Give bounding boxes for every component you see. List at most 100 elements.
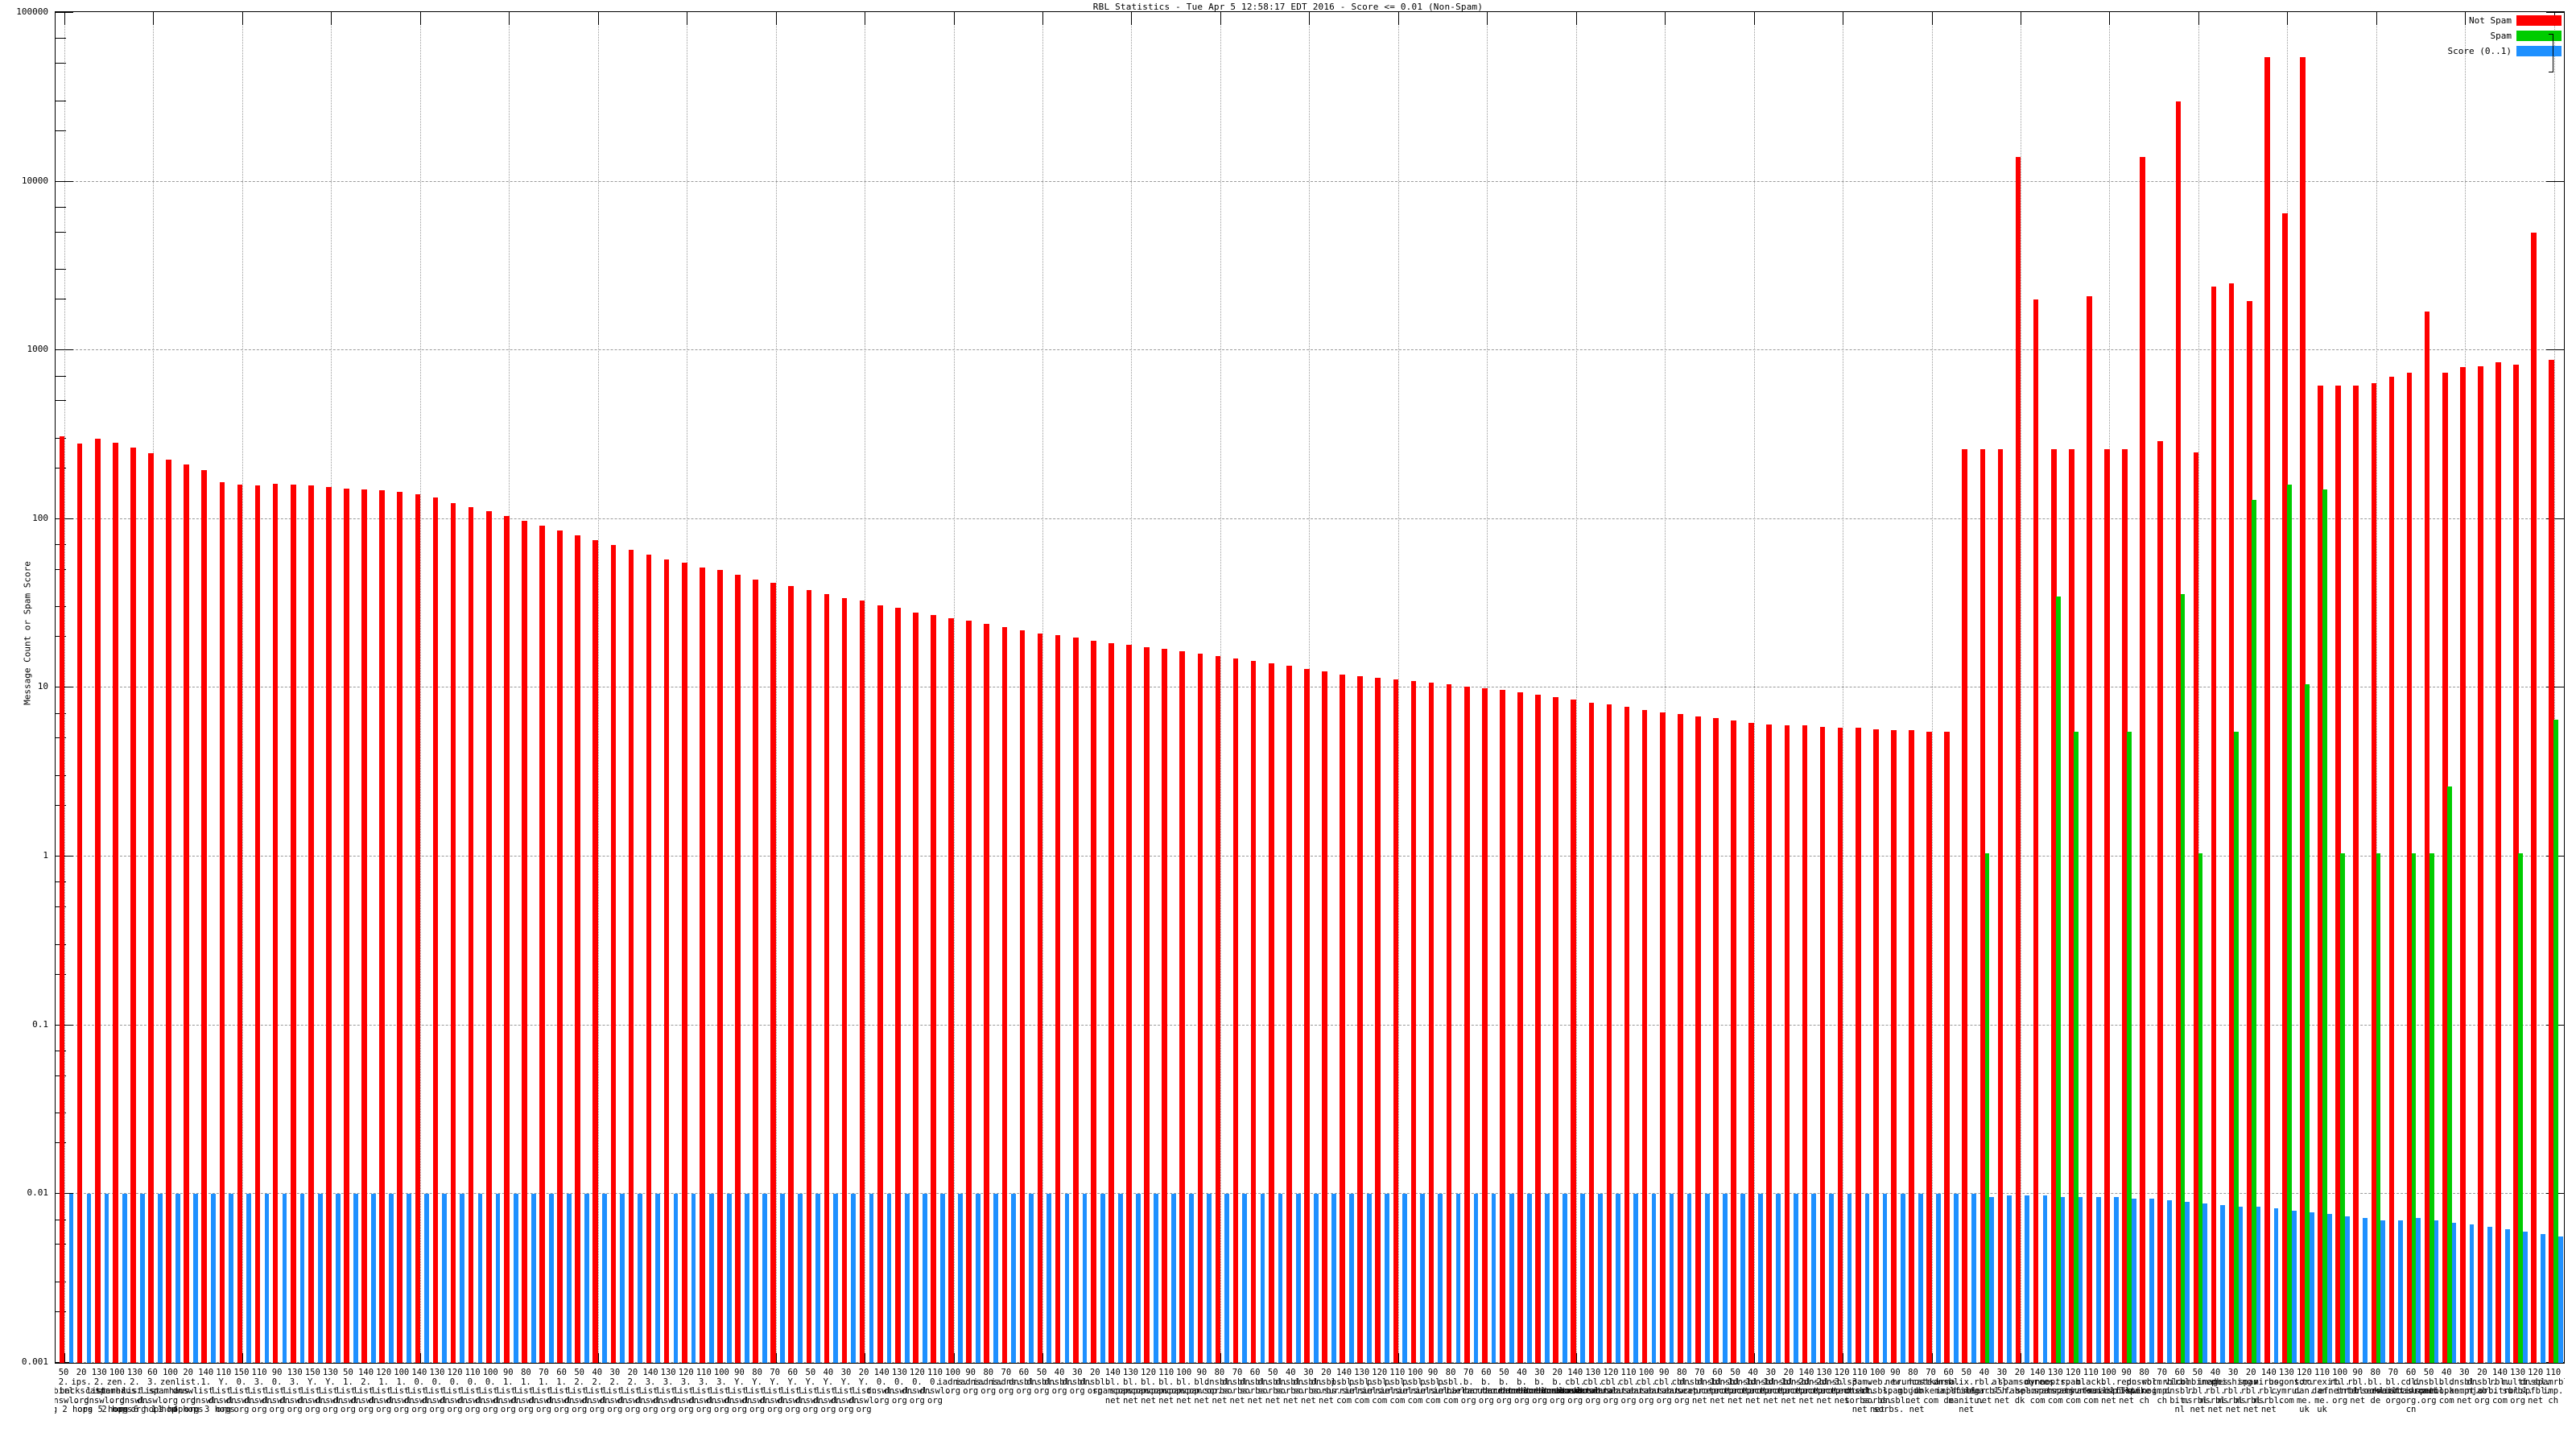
x-axis-tick-label: 110 0. list. dnswl. org (457, 1368, 489, 1414)
bar-not-spam (628, 549, 634, 1363)
bar-score (1295, 1194, 1301, 1363)
bar-not-spam (1962, 449, 1968, 1363)
bar-not-spam (326, 487, 332, 1363)
bar-score (68, 1194, 74, 1363)
bar-not-spam (1232, 658, 1239, 1363)
x-axis-tick-label: 100 web. dnsbl. sorbs. net (1862, 1368, 1893, 1414)
bar-not-spam (201, 470, 208, 1363)
x-axis-tick-label: 120 spam. spamrats. com (2051, 1368, 2098, 1406)
bar-score (317, 1194, 323, 1363)
y-axis-tick-labels: 100000 10000 1000 100 10 1 0.1 0.01 0.001 (0, 6, 2576, 1367)
x-axis-tick-label: 140 bl. spamcop. net (1092, 1368, 1133, 1406)
bar-not-spam (753, 579, 758, 1363)
x-axis-tick-bottom (64, 1353, 66, 1363)
x-axis-tick-label: 140 cbl. abuseat. org (1554, 1368, 1596, 1406)
legend-item-score[interactable]: Score (0..1) (2426, 43, 2562, 59)
x-axis-tick-label: 130 dnsbl-3. uceprotect. net (1802, 1368, 1859, 1406)
bar-not-spam (2460, 366, 2466, 1363)
bar-score (584, 1194, 589, 1363)
bar-score (2025, 1195, 2030, 1363)
bar-score (2060, 1197, 2066, 1363)
x-axis-tick-bottom (1309, 1353, 1311, 1363)
x-axis-tick-label: 140 1. list. dnswl. org 3 hops (184, 1368, 235, 1414)
bar-score (477, 1194, 483, 1363)
bar-score (2487, 1227, 2492, 1363)
bar-not-spam (1748, 723, 1754, 1363)
y-axis-major-tick-right (2546, 180, 2564, 182)
x-axis-tick-label: 130 psbl. surriel. com (1341, 1368, 1382, 1406)
bar-score (2541, 1234, 2545, 1363)
bar-not-spam (1624, 707, 1630, 1363)
bar-not-spam (788, 586, 795, 1363)
bar-not-spam (735, 574, 741, 1363)
bar-score (1526, 1194, 1532, 1363)
bar-score (460, 1194, 465, 1363)
bar-not-spam (344, 488, 349, 1363)
bar-not-spam (2549, 360, 2555, 1363)
x-axis-tick-label: 130 3. list. dnswl. org (279, 1368, 311, 1414)
x-axis-tick-label: 30 phishing. rbl. msrbl. net (2211, 1368, 2258, 1414)
x-axis-tick-label: 70 bl. emailbasura. org (2371, 1368, 2433, 1406)
bar-not-spam (700, 567, 705, 1363)
bar-not-spam (1855, 728, 1861, 1363)
bar-score (1633, 1194, 1639, 1363)
vertical-gridline (1753, 12, 1755, 1363)
x-axis-tick-top (775, 12, 777, 25)
bar-not-spam (1731, 720, 1736, 1363)
bar-not-spam (877, 605, 883, 1363)
bar-not-spam (2388, 376, 2395, 1363)
bar-score (282, 1194, 287, 1363)
x-axis-tick-label: 80 dnsbl. sorbs. net (1203, 1368, 1235, 1406)
bar-score (1331, 1194, 1336, 1363)
x-axis-tick-bottom (331, 1353, 332, 1363)
legend-item-spam[interactable]: Spam (2426, 28, 2562, 43)
x-axis-tick-label: 90 cbl. abuseat. org (1643, 1368, 1685, 1406)
x-axis-tick-label: 110 spam. dnsbl. sorbs. net (1844, 1368, 1876, 1414)
y-axis-tick-label: 0.001 (21, 1356, 48, 1367)
bar-score (442, 1194, 448, 1363)
bar-not-spam (1482, 687, 1488, 1363)
bar-score (1669, 1194, 1674, 1363)
x-axis-tick-label: 100 cbl. abuseat. org (1625, 1368, 1667, 1406)
vertical-gridline (1931, 12, 1933, 1363)
bar-not-spam (1037, 634, 1043, 1363)
x-axis-tick-label: 30 b. barracudacentral. org (1517, 1368, 1605, 1406)
x-axis-tick-label: 60 dnsbl. inps. de (1933, 1368, 1964, 1406)
x-axis-tick-label: 90 rbl. interserver. net (2335, 1368, 2397, 1406)
bar-score (1313, 1194, 1319, 1363)
x-axis-tick-bottom (2465, 1353, 2467, 1363)
x-axis-tick-label: 120 tor. dan. me. uk (2293, 1368, 2315, 1414)
bar-not-spam (1055, 635, 1061, 1363)
bar-score (1171, 1194, 1176, 1363)
bar-not-spam (1819, 726, 1826, 1363)
bar-score (371, 1194, 376, 1363)
bar-not-spam (361, 489, 367, 1363)
bar-not-spam (219, 482, 225, 1363)
bar-not-spam (2496, 362, 2501, 1363)
bar-not-spam (1446, 684, 1452, 1363)
bar-score (1758, 1194, 1763, 1363)
bar-not-spam (1197, 653, 1203, 1363)
bar-not-spam (966, 621, 972, 1363)
bar-not-spam (1678, 714, 1683, 1363)
bar-score (1794, 1194, 1799, 1363)
bar-not-spam (1606, 704, 1612, 1363)
legend-item-not-spam[interactable]: Not Spam (2426, 13, 2562, 28)
x-axis-tick-top (2465, 12, 2467, 25)
vertical-gridline (953, 12, 955, 1363)
x-axis-tick-label: 50 dnsbl. sorbs. net (1257, 1368, 1289, 1406)
vertical-gridline (242, 12, 243, 1363)
x-axis-tick-top (1665, 12, 1666, 25)
bar-not-spam (539, 525, 545, 1363)
bar-score (708, 1194, 714, 1363)
bar-not-spam (1428, 682, 1435, 1363)
x-axis-tick-label: 130 0. list. dnswl. org (421, 1368, 452, 1414)
bar-score (229, 1194, 234, 1363)
bar-score (620, 1194, 625, 1363)
x-axis-tick-label: 50 combined. rbl. msrbl. net (2175, 1368, 2222, 1414)
bar-spam (2429, 852, 2434, 1363)
bar-not-spam (2246, 301, 2252, 1363)
x-axis-tick-label: 140 3. list. dnswl. org (635, 1368, 666, 1414)
vertical-gridline (1309, 12, 1311, 1363)
x-axis-tick-label: 90 rep. mailspike. net (2104, 1368, 2156, 1406)
